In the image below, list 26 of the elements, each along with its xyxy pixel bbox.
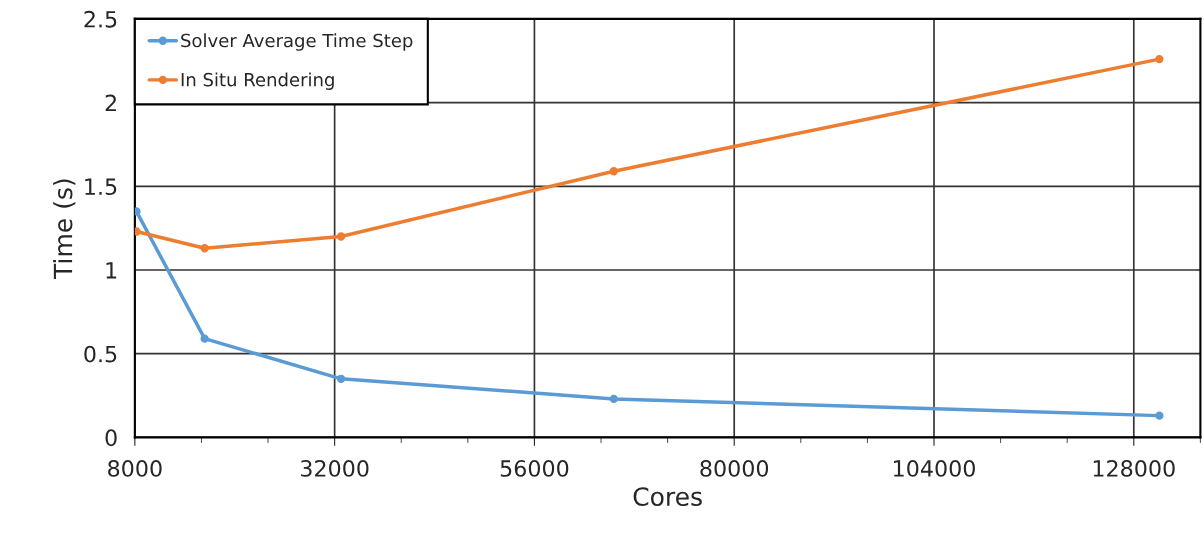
point bbox=[134, 227, 141, 236]
point bbox=[336, 232, 346, 241]
point bbox=[609, 394, 618, 404]
x-axis-title: Cores bbox=[633, 487, 702, 507]
point bbox=[1155, 54, 1164, 64]
y-tick-label: 0.5 bbox=[84, 345, 117, 363]
point bbox=[200, 334, 209, 343]
point bbox=[1155, 411, 1164, 420]
y-tick-label: 0 bbox=[105, 429, 117, 447]
legend-label: In Situ Rendering bbox=[181, 72, 334, 90]
point bbox=[200, 244, 209, 253]
y-tick-label: 1 bbox=[106, 262, 117, 279]
point bbox=[336, 374, 346, 383]
y-tick-label: 2 bbox=[105, 94, 116, 112]
x-tick-label: 80000 bbox=[700, 460, 769, 477]
legend-label: Solver Average Time Step bbox=[181, 33, 413, 51]
point bbox=[134, 207, 141, 216]
x-tick-label: 56000 bbox=[500, 460, 569, 477]
y-axis-title: Time (s) bbox=[53, 179, 76, 280]
point bbox=[609, 167, 618, 176]
x-tick-label: 32000 bbox=[300, 460, 369, 477]
x-tick-label: 128000 bbox=[1093, 460, 1175, 477]
y-tick-label: 1.5 bbox=[85, 178, 117, 196]
x-tick-label: 104000 bbox=[894, 460, 975, 477]
y-tick-label: 2.5 bbox=[84, 10, 117, 28]
x-tick-label: 8000 bbox=[108, 460, 162, 477]
